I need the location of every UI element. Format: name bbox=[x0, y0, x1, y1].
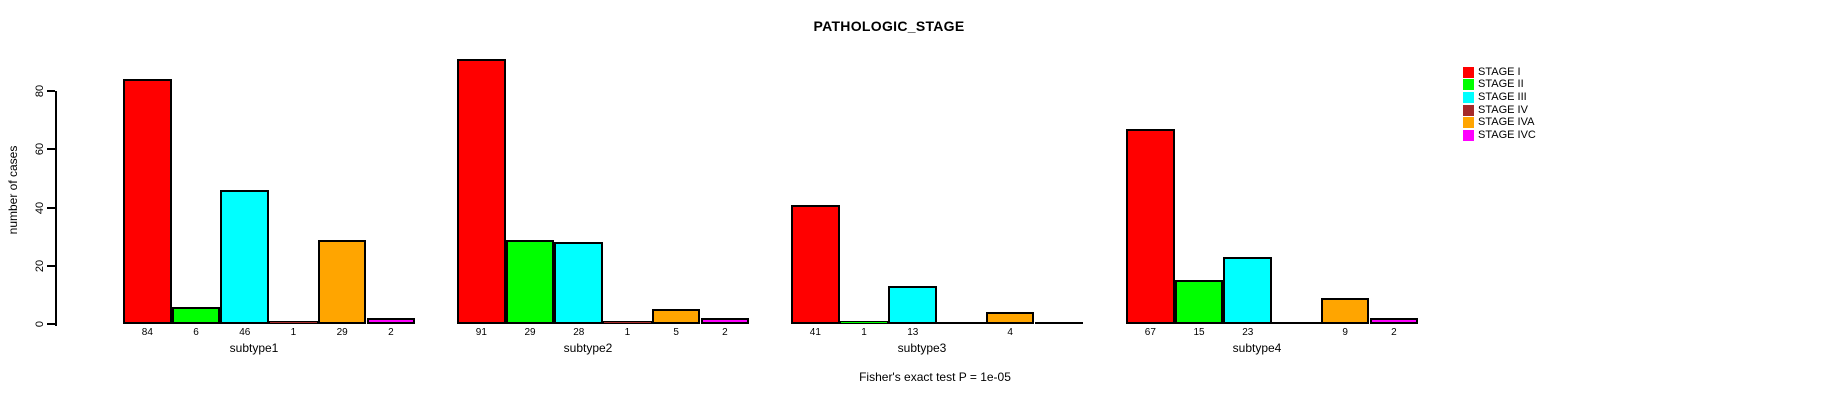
y-tick bbox=[47, 206, 55, 209]
legend-swatch-stage-iv bbox=[1463, 104, 1474, 116]
bar-value-label: 29 bbox=[524, 327, 536, 338]
bar-value-label: 6 bbox=[193, 327, 199, 338]
legend-label-stage-iv: STAGE IV bbox=[1478, 103, 1528, 116]
bar-stage-ii-subtype2 bbox=[505, 239, 555, 324]
legend-swatch-stage-iii bbox=[1463, 91, 1474, 103]
bar-value-label: 41 bbox=[809, 327, 821, 338]
y-tick-label: 20 bbox=[34, 259, 46, 272]
bar-value-label: 91 bbox=[475, 327, 487, 338]
bar-stage-iii-subtype4 bbox=[1223, 257, 1273, 324]
fisher-test-note: Fisher's exact test P = 1e-05 bbox=[859, 370, 1011, 384]
bar-value-label: 67 bbox=[1144, 327, 1156, 338]
legend-label-stage-ii: STAGE II bbox=[1478, 78, 1524, 91]
bar-value-label: 23 bbox=[1242, 327, 1254, 338]
y-axis-line bbox=[55, 91, 57, 326]
legend-swatch-stage-ivc bbox=[1463, 130, 1474, 141]
y-tick-label: 60 bbox=[34, 143, 46, 156]
bar-stage-iii-subtype2 bbox=[554, 242, 604, 324]
bar-value-label: 1 bbox=[290, 327, 297, 338]
bar-stage-i-subtype4 bbox=[1126, 128, 1175, 324]
y-tick bbox=[47, 90, 55, 93]
zero-height-bar-stage-ivc-subtype3 bbox=[1034, 322, 1084, 324]
bar-stage-iv-subtype2 bbox=[603, 321, 652, 324]
bar-value-label: 2 bbox=[722, 327, 728, 338]
bar-value-label: 4 bbox=[1007, 327, 1013, 338]
bar-stage-iii-subtype1 bbox=[220, 190, 270, 324]
bar-stage-iv-subtype1 bbox=[269, 321, 318, 324]
legend-swatch-stage-ii bbox=[1463, 79, 1474, 91]
x-category-label-subtype3: subtype3 bbox=[897, 341, 947, 355]
bar-stage-i-subtype1 bbox=[123, 79, 172, 324]
bar-stage-ivc-subtype1 bbox=[366, 318, 416, 324]
legend-swatch-stage-i bbox=[1463, 66, 1474, 78]
bar-stage-iva-subtype2 bbox=[651, 309, 701, 324]
zero-height-bar-stage-iv-subtype4 bbox=[1272, 322, 1321, 324]
bar-stage-ivc-subtype2 bbox=[700, 318, 750, 324]
bar-stage-iva-subtype1 bbox=[317, 239, 367, 324]
legend-label-stage-ivc: STAGE IVC bbox=[1478, 129, 1536, 141]
bar-value-label: 9 bbox=[1342, 327, 1348, 338]
bar-stage-ii-subtype3 bbox=[839, 321, 889, 324]
bar-value-label: 5 bbox=[673, 327, 679, 338]
bar-value-label: 1 bbox=[861, 327, 867, 338]
x-category-label-subtype4: subtype4 bbox=[1232, 341, 1282, 355]
x-category-label-subtype2: subtype2 bbox=[563, 341, 613, 355]
bar-value-label: 46 bbox=[239, 327, 251, 338]
bar-value-label: 2 bbox=[388, 327, 394, 338]
bar-value-label: 28 bbox=[573, 327, 585, 338]
chart-title: PATHOLOGIC_STAGE bbox=[813, 18, 965, 34]
legend-label-stage-iii: STAGE III bbox=[1478, 90, 1527, 103]
legend-swatch-stage-iva bbox=[1463, 117, 1474, 129]
legend-label-stage-i: STAGE I bbox=[1478, 65, 1521, 78]
bar-stage-i-subtype2 bbox=[457, 59, 506, 324]
bar-stage-ivc-subtype4 bbox=[1369, 318, 1419, 324]
bar-stage-ii-subtype1 bbox=[171, 306, 221, 324]
y-tick bbox=[47, 264, 55, 267]
bar-stage-ii-subtype4 bbox=[1174, 280, 1224, 324]
y-axis-label: number of cases bbox=[6, 145, 20, 235]
bar-stage-iii-subtype3 bbox=[888, 286, 938, 324]
y-tick bbox=[47, 323, 55, 325]
bar-stage-i-subtype3 bbox=[791, 204, 840, 324]
bar-value-label: 2 bbox=[1391, 327, 1397, 338]
y-tick bbox=[47, 148, 55, 151]
bar-value-label: 13 bbox=[907, 327, 919, 338]
bar-stage-iva-subtype4 bbox=[1320, 297, 1370, 324]
y-tick-label: 40 bbox=[34, 201, 46, 214]
legend-label-stage-iva: STAGE IVA bbox=[1478, 116, 1535, 129]
bar-stage-iva-subtype3 bbox=[985, 312, 1035, 324]
bar-value-label: 29 bbox=[336, 327, 348, 338]
y-tick-label: 80 bbox=[34, 84, 46, 98]
bar-value-label: 1 bbox=[624, 327, 631, 338]
bar-value-label: 84 bbox=[141, 327, 153, 338]
y-tick-label: 0 bbox=[34, 320, 46, 328]
x-category-label-subtype1: subtype1 bbox=[229, 341, 279, 355]
zero-height-bar-stage-iv-subtype3 bbox=[937, 322, 986, 324]
bar-value-label: 15 bbox=[1193, 327, 1205, 338]
